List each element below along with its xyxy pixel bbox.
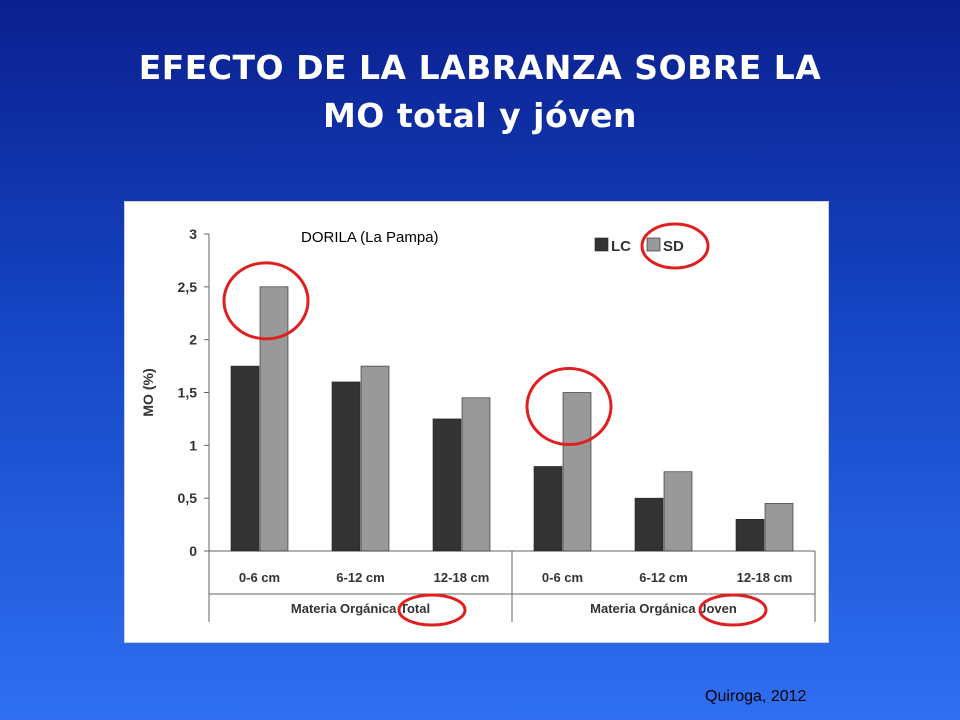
highlight-legend-sd: [640, 222, 710, 270]
slide-title-line-1: EFECTO DE LA LABRANZA SOBRE LA: [138, 48, 822, 87]
group-label: Materia Orgánica Joven: [590, 601, 737, 616]
highlight-joven-label: [698, 593, 768, 627]
bar-sd: [360, 365, 390, 552]
x-category-label: 6-12 cm: [639, 570, 687, 585]
bar-sd: [259, 286, 289, 552]
chart-legend: LC SD: [594, 237, 684, 255]
y-tick-label: 2,5: [178, 279, 198, 295]
bar-sd: [663, 471, 693, 552]
chart-annotation: DORILA (La Pampa): [301, 229, 439, 246]
x-category-label: 12-18 cm: [737, 570, 793, 585]
legend-swatch-lc: [594, 237, 609, 252]
y-tick-label: 2: [189, 332, 197, 348]
chart-highlights: [222, 222, 768, 627]
slide-title: EFECTO DE LA LABRANZA SOBRE LA MO total …: [0, 44, 960, 140]
bar-lc: [735, 518, 765, 552]
bar-lc: [331, 381, 361, 552]
y-tick-label: 0: [189, 543, 197, 559]
bar-lc: [230, 365, 260, 552]
y-axis-label: MO (%): [140, 368, 156, 416]
slide-title-line-2: MO total y jóven: [322, 96, 638, 135]
highlight-circle: [222, 261, 310, 341]
bar-sd: [461, 397, 491, 552]
x-category-label: 12-18 cm: [434, 570, 490, 585]
x-category-label: 0-6 cm: [542, 570, 583, 585]
bar-lc: [432, 418, 462, 552]
group-label: Materia Orgánica Total: [291, 601, 430, 616]
highlight-circle: [525, 367, 613, 446]
y-tick-label: 1,5: [178, 385, 198, 401]
bar-lc: [533, 466, 563, 552]
highlight-total-label: [397, 593, 467, 627]
bar-sd: [562, 392, 592, 552]
chart-bars: [230, 286, 794, 552]
y-tick-label: 1: [189, 437, 197, 453]
bar-lc: [634, 497, 664, 552]
chart-labels: 0 0,5 1 1,5 2 2,5 3 MO (%) Materia Orgánica Tota…: [140, 226, 792, 616]
y-tick-label: 3: [189, 226, 197, 242]
legend-label-sd: SD: [663, 238, 684, 255]
legend-label-lc: LC: [611, 238, 631, 255]
bar-sd: [764, 503, 794, 552]
bar-chart: 0 0,5 1 1,5 2 2,5 3 MO (%) Materia Orgánica Tota…: [140, 222, 816, 627]
x-category-label: 6-12 cm: [336, 570, 384, 585]
chart-axes: [204, 233, 816, 622]
source-credit: Quiroga, 2012: [705, 688, 807, 705]
chart-panel: 0 0,5 1 1,5 2 2,5 3 MO (%) Materia Orgánica Tota…: [124, 201, 829, 643]
y-tick-label: 0,5: [178, 490, 198, 506]
legend-swatch-sd: [646, 237, 661, 252]
x-category-label: 0-6 cm: [239, 570, 280, 585]
